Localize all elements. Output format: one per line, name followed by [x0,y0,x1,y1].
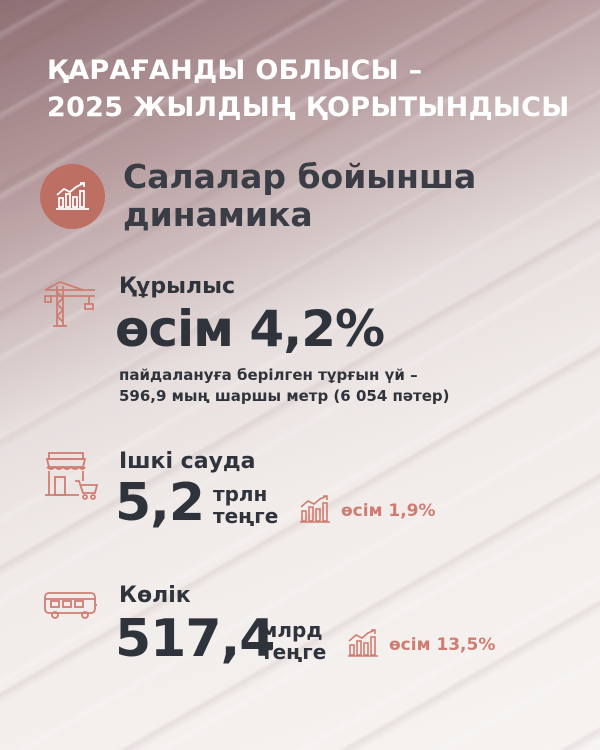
construction-value: өсім 4,2% [115,300,385,358]
bar-chart-up-icon [299,495,331,527]
transport-unit-line-1: млрд [261,618,323,642]
page-header: ҚАРАҒАНДЫ ОБЛЫСЫ – 2025 ЖЫЛДЫҢ ҚОРЫТЫНДЫ… [47,52,570,126]
construction-description: пайдалануға берілген тұрғын үй – 596,9 м… [119,365,449,407]
trade-unit-line-1: трлн [213,482,268,506]
header-line-2: 2025 ЖЫЛДЫҢ ҚОРЫТЫНДЫСЫ [47,92,570,123]
bar-chart-up-icon [347,629,379,661]
trade-unit-line-2: теңге [213,504,279,528]
section-title: Салалар бойынша динамика [123,158,476,234]
trade-growth: өсім 1,9% [299,495,436,527]
construction-desc-line-1: пайдалануға берілген тұрғын үй – [119,366,418,384]
transport-value: 517,4 [115,609,275,669]
growth-chart-icon [40,163,105,229]
crane-icon [43,280,97,332]
bus-icon [43,589,99,625]
transport-growth: өсім 13,5% [347,629,495,661]
trade-growth-text: өсім 1,9% [341,501,436,521]
construction-block: Құрылыс өсім 4,2% пайдалануға берілген т… [43,272,543,412]
construction-label: Құрылыс [119,274,236,299]
transport-growth-text: өсім 13,5% [389,635,496,655]
construction-desc-line-2: 596,9 мың шаршы метр (6 054 пәтер) [119,387,450,405]
trade-value: 5,2 [115,473,205,533]
header-line-1: ҚАРАҒАНДЫ ОБЛЫСЫ – [47,55,423,86]
section-title-line-2: динамика [123,195,313,234]
shop-cart-icon [43,451,99,505]
section-heading: Салалар бойынша динамика [40,158,476,234]
trade-block: Ішкі сауда 5,2 трлн теңге өсім 1,9% [43,447,563,547]
transport-unit-line-2: теңге [261,640,327,664]
trade-unit: трлн теңге [213,483,278,527]
transport-label: Көлік [119,583,191,608]
section-title-line-1: Салалар бойынша [123,157,477,196]
trade-label: Ішкі сауда [119,449,256,474]
transport-block: Көлік 517,4 млрд теңге өсім 13,5% [43,583,563,683]
transport-unit: млрд теңге [261,619,326,663]
